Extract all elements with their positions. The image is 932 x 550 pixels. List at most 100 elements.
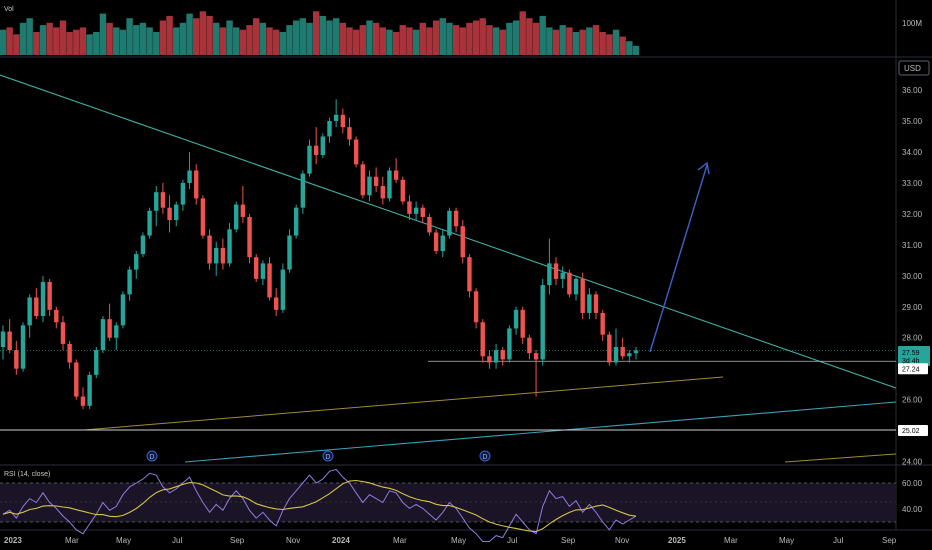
candle-body (134, 254, 139, 270)
candle-body (500, 350, 505, 360)
volume-bar (39, 25, 47, 55)
candle-body (154, 192, 159, 211)
volume-bar (226, 20, 233, 55)
level-badge (898, 425, 928, 436)
volume-bar (506, 22, 513, 55)
volume-axis-label: 100M (902, 19, 922, 28)
candle-body (300, 173, 306, 208)
volume-bar (159, 20, 167, 55)
volume-bar (606, 34, 613, 55)
volume-bar (6, 27, 13, 55)
volume-bar (626, 41, 633, 55)
candle-body (547, 263, 552, 286)
currency-selector[interactable] (898, 60, 930, 76)
candle-body (480, 322, 485, 357)
volume-bar (332, 18, 340, 55)
candle-body (387, 170, 392, 199)
time-axis-label: 2023 (4, 536, 22, 545)
candle-body (487, 356, 492, 363)
volume-bar (0, 29, 7, 55)
dividend-marker-circle (479, 450, 491, 462)
volume-bar (452, 25, 460, 55)
candle-body (460, 226, 465, 258)
candle-body (94, 350, 99, 375)
candle-body (27, 297, 32, 326)
volume-bar (173, 27, 180, 55)
candle-body (333, 114, 339, 121)
candle-body (467, 257, 472, 292)
rsi-line (2, 468, 637, 542)
time-axis-label: May (451, 536, 466, 545)
volume-bar (372, 22, 380, 55)
volume-bar (26, 18, 33, 55)
candle-body (54, 309, 59, 323)
candle-body (293, 207, 299, 236)
last-price-value: 27.59 (902, 350, 920, 357)
volume-bar (339, 22, 347, 55)
volume-bar (592, 25, 600, 55)
volume-bar (499, 29, 506, 55)
volume-bar (366, 20, 373, 55)
price-tick-label: 24.00 (902, 458, 923, 467)
candle-body (14, 350, 19, 369)
volume-bar (612, 29, 620, 55)
time-axis-label: Mar (393, 536, 407, 545)
volume-bar (406, 27, 413, 55)
volume-bar (292, 20, 300, 55)
volume-bar (193, 18, 200, 55)
volume-bar (519, 11, 526, 56)
candle-body (313, 145, 319, 156)
candle-body (380, 185, 385, 199)
candle-body (573, 278, 579, 295)
volume-bar (119, 29, 127, 55)
price-tick-label: 32.00 (902, 210, 923, 219)
price-axis-ticks: 36.00 35.00 34.00 33.00 32.00 31.00 30.00 29.00… (902, 86, 923, 467)
candle-body (507, 328, 512, 360)
candle-body (254, 257, 259, 279)
volume-bar (33, 32, 40, 55)
time-axis-label: Mar (724, 536, 738, 545)
price-tick-label: 28.00 (902, 334, 923, 343)
volume-bar (299, 18, 307, 55)
price-tick-label: 29.00 (902, 303, 923, 312)
volume-bar (199, 11, 207, 56)
volume-bar (572, 32, 580, 55)
volume-bar (186, 13, 193, 56)
level-badge-value: 25.02 (902, 428, 920, 435)
candle-body (473, 291, 479, 323)
volume-bar (399, 25, 406, 55)
rising-support-line-extension (784, 453, 897, 463)
candle-body (513, 309, 519, 329)
volume-bar (153, 32, 160, 55)
candle-body (214, 247, 219, 264)
candle-body (7, 331, 12, 351)
volume-bar (432, 20, 440, 55)
volume-bar (279, 32, 287, 55)
volume-bar (106, 22, 113, 55)
volume-bar (259, 22, 267, 55)
candle-body (287, 235, 292, 270)
volume-bar (19, 22, 27, 55)
candle-body (260, 263, 266, 279)
candle-body (74, 362, 79, 397)
time-axis-label: 2025 (668, 536, 686, 545)
time-axis-label: May (116, 536, 131, 545)
candle-body (427, 216, 432, 233)
volume-bar (446, 22, 453, 55)
candle-body (453, 210, 459, 227)
volume-bar (133, 25, 140, 55)
volume-bar (546, 27, 553, 55)
time-axis-label: Mar (65, 536, 79, 545)
time-axis-label: 2024 (332, 536, 350, 545)
volume-bar (539, 15, 546, 55)
candle-body (167, 207, 172, 221)
volume-bar (439, 18, 446, 55)
level-badge-value: 27.24 (902, 366, 920, 373)
time-axis-labels[interactable]: 2023 Mar May Jul Sep Nov 2024 Mar May Jul Sep Nov 20… (4, 536, 897, 545)
volume-bar (179, 22, 187, 55)
dividend-marker-circle (322, 450, 334, 462)
candle-body (114, 325, 119, 338)
projection-arrow[interactable] (649, 161, 710, 353)
